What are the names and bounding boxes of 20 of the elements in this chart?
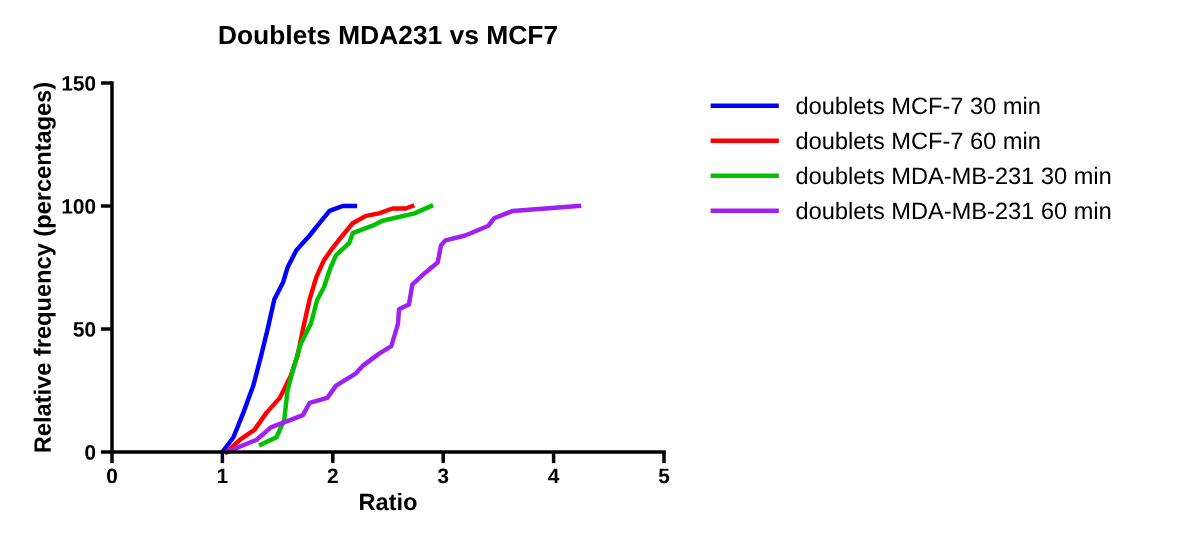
x-tick-label: 3 (437, 468, 449, 484)
x-axis-title: Ratio (360, 492, 417, 511)
legend-label: doublets MDA-MB-231 30 min (796, 166, 1111, 185)
y-tick-label: 150 (62, 76, 96, 91)
x-tick-label: 4 (548, 468, 560, 484)
x-tick-label: 0 (107, 468, 117, 484)
chart-title: Doublets MDA231 vs MCF7 (219, 24, 557, 45)
line-series (258, 203, 434, 447)
x-tick-label: 1 (217, 468, 228, 484)
line-series (224, 203, 582, 455)
legend-label: doublets MCF-7 60 min (796, 131, 1040, 150)
legend-label: doublets MDA-MB-231 60 min (796, 201, 1111, 220)
y-tick-label: 100 (62, 199, 96, 214)
y-tick-label: 0 (85, 445, 96, 460)
x-tick-label: 2 (327, 468, 338, 484)
y-axis-title: Relative frequency (percentages) (33, 82, 56, 452)
line-series (220, 203, 358, 455)
y-tick-label: 50 (73, 322, 96, 337)
x-tick-label: 5 (658, 468, 670, 484)
legend-label: doublets MCF-7 30 min (796, 96, 1040, 115)
